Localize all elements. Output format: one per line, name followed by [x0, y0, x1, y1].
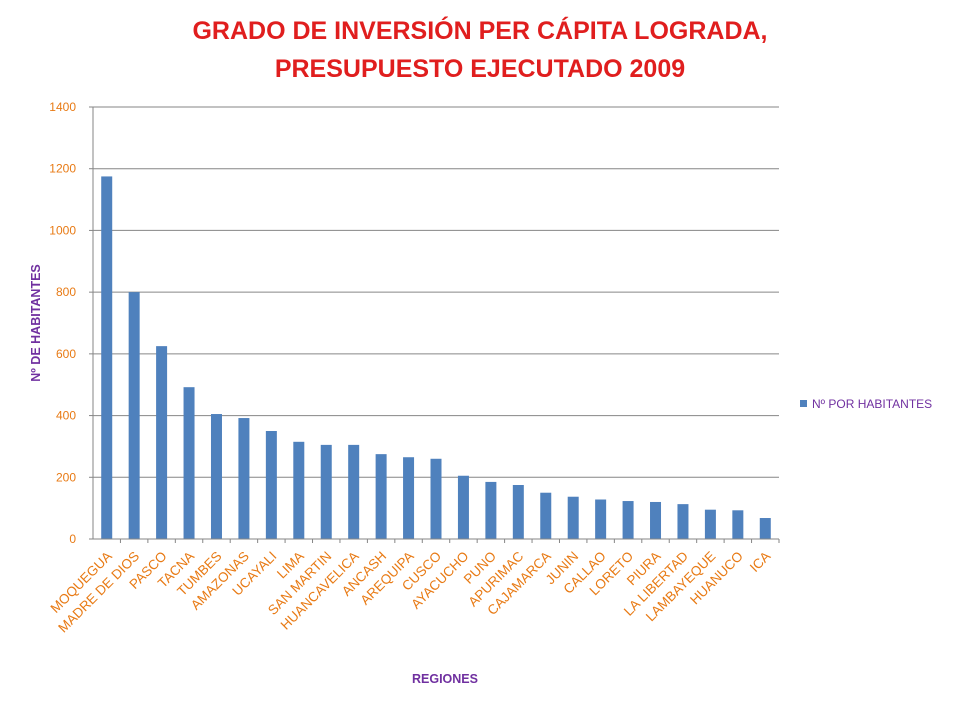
- bar: [265, 431, 277, 539]
- bar: [183, 387, 195, 539]
- bar: [210, 414, 222, 539]
- y-axis-title: Nº DE HABITANTES: [29, 264, 43, 382]
- bar: [128, 292, 140, 539]
- chart-title-line-2: PRESUPUESTO EJECUTADO 2009: [274, 55, 686, 83]
- y-tick-label: 400: [56, 409, 76, 423]
- chart-title: GRADO DE INVERSIÓN PER CÁPITA LOGRADA, P…: [0, 12, 960, 88]
- gridlines: [89, 106, 779, 540]
- y-tick-label: 1200: [49, 162, 76, 176]
- bar: [650, 501, 662, 539]
- x-tick-label: ICA: [747, 549, 774, 576]
- bar: [512, 485, 524, 539]
- bar: [403, 457, 415, 539]
- y-tick-label: 0: [69, 532, 76, 546]
- y-tick-labels: 0 200 400 600 800 1000 1200 1400: [49, 100, 76, 546]
- y-tick-label: 1000: [49, 223, 76, 237]
- bar: [293, 441, 305, 539]
- bars: [101, 176, 780, 543]
- bar: [485, 481, 497, 539]
- y-tick-label: 1400: [49, 100, 76, 114]
- bar: [457, 475, 469, 539]
- legend-label: Nº POR HABITANTES: [812, 397, 932, 411]
- bar: [595, 499, 607, 539]
- bar: [704, 509, 716, 539]
- bar: [622, 501, 634, 539]
- bar: [732, 510, 744, 539]
- bar: [156, 346, 168, 539]
- x-axis-title: REGIONES: [412, 672, 478, 686]
- y-tick-label: 800: [56, 285, 76, 299]
- axes: [92, 107, 779, 540]
- bar: [320, 444, 332, 539]
- legend-swatch: [800, 400, 807, 407]
- legend: Nº POR HABITANTES: [800, 397, 932, 411]
- bar: [677, 504, 689, 539]
- bar: [430, 458, 442, 539]
- bar: [238, 418, 250, 539]
- y-tick-label: 600: [56, 347, 76, 361]
- bar: [540, 492, 552, 539]
- y-tick-label: 200: [56, 470, 76, 484]
- chart-title-line-1: GRADO DE INVERSIÓN PER CÁPITA LOGRADA,: [192, 17, 768, 45]
- bar: [375, 454, 387, 539]
- bar: [348, 444, 360, 539]
- bar: [567, 496, 579, 539]
- bar: [101, 176, 113, 539]
- bar: [759, 518, 771, 539]
